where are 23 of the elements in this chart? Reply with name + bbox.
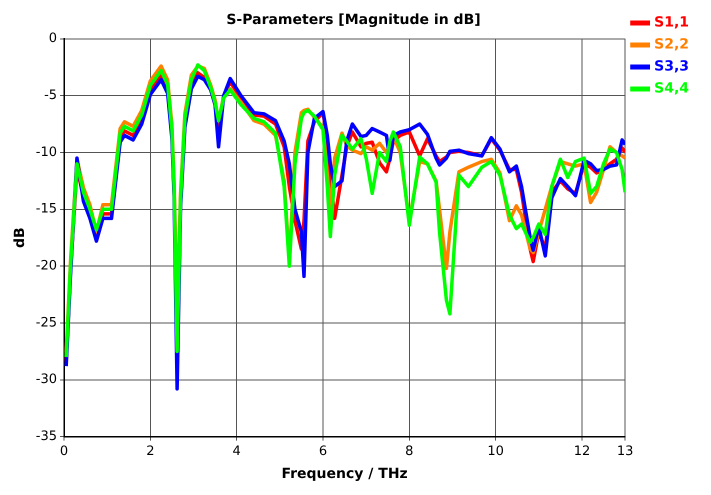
y-tick-label: 0 xyxy=(48,31,58,46)
y-tick-label: -15 xyxy=(36,202,58,217)
y-tick-label: -25 xyxy=(36,315,58,330)
y-tick-label: -5 xyxy=(44,88,58,104)
x-tick-label: 0 xyxy=(60,444,68,459)
y-tick-label: -10 xyxy=(36,144,58,160)
x-tick-label: 12 xyxy=(574,444,590,459)
y-tick-label: -20 xyxy=(36,258,58,274)
y-tick-label: -30 xyxy=(36,372,58,388)
x-tick-label: 4 xyxy=(232,444,241,459)
chart-title: S-Parameters [Magnitude in dB] xyxy=(226,12,481,28)
x-tick-label: 10 xyxy=(487,444,504,459)
x-tick-label: 8 xyxy=(405,444,414,459)
legend-label: S2,2 xyxy=(654,36,690,53)
x-tick-label: 2 xyxy=(146,444,154,459)
y-tick-label: -35 xyxy=(36,428,58,444)
y-axis-title: dB xyxy=(12,227,28,248)
x-axis-title: Frequency / THz xyxy=(281,466,408,482)
legend-label: S3,3 xyxy=(654,58,690,75)
legend-label: S4,4 xyxy=(654,80,690,97)
x-tick-label: 13 xyxy=(616,444,634,459)
x-tick-label: 6 xyxy=(318,444,328,459)
legend-label: S1,1 xyxy=(654,14,690,31)
